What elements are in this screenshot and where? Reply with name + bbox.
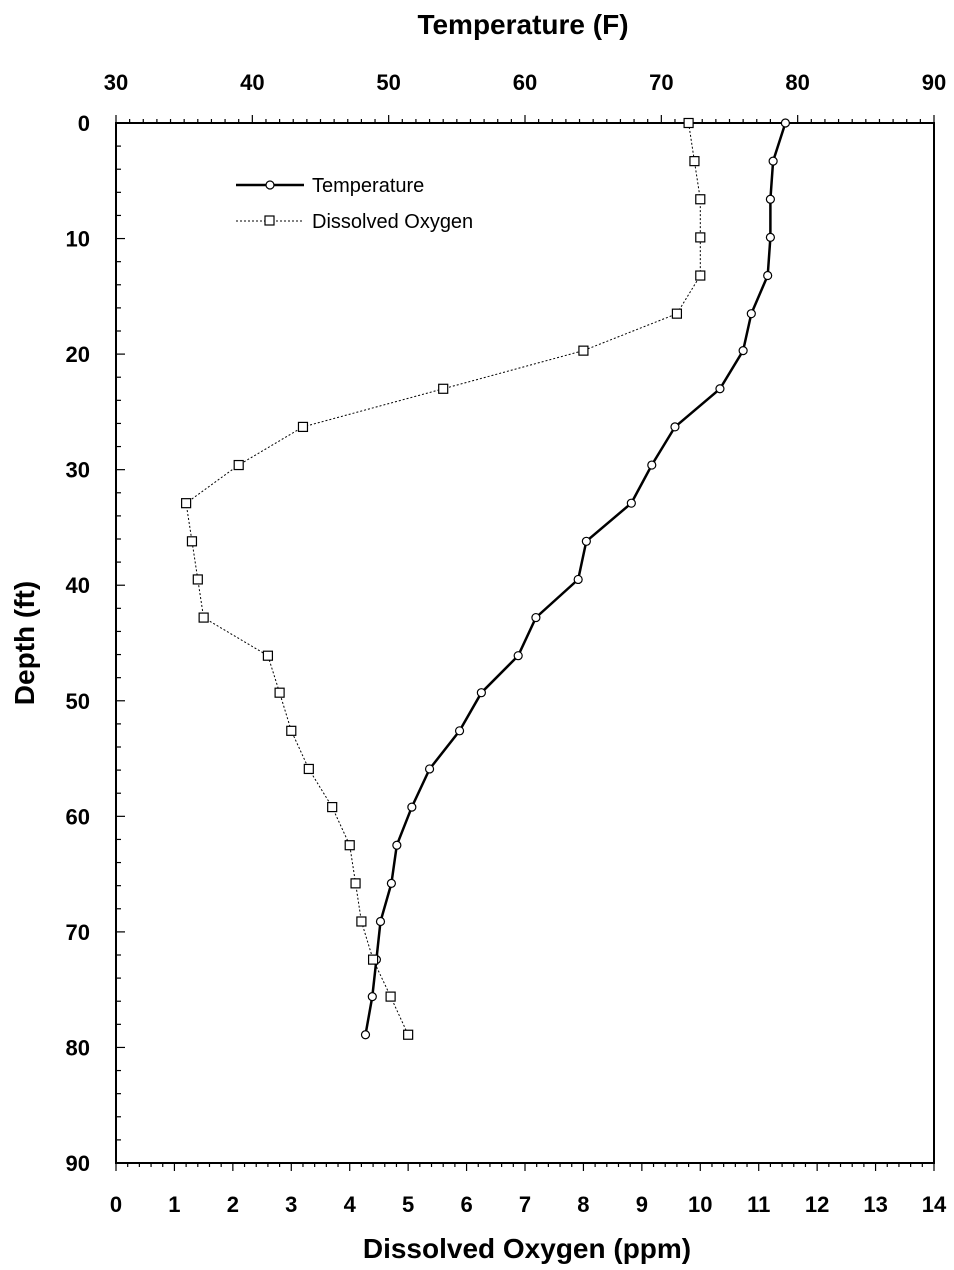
dissolved-oxygen-point: [233, 459, 244, 471]
bottom-axis-tick-label: 10: [688, 1192, 712, 1217]
dissolved-oxygen-point: [438, 383, 449, 394]
axis-ticks: [115, 115, 935, 1171]
bottom-axis-tick-label: 2: [227, 1192, 239, 1217]
legend-temperature-marker: [265, 180, 275, 190]
dissolved-oxygen-point: [286, 725, 297, 736]
temperature-point: [670, 422, 680, 432]
dissolved-oxygen-point: [683, 117, 694, 129]
temperature-point: [763, 270, 773, 281]
y-axis-tick-label: 60: [66, 804, 90, 829]
legend-oxygen-marker: [264, 215, 275, 226]
legend-temperature-label: Temperature: [312, 175, 424, 197]
temperature-point: [738, 346, 748, 356]
temperature-point: [386, 878, 396, 888]
bottom-axis-tick-label: 7: [519, 1192, 531, 1217]
y-axis-tick-label: 40: [66, 573, 90, 598]
dissolved-oxygen-series: [181, 117, 706, 1040]
dissolved-oxygen-point: [192, 574, 203, 585]
dissolved-oxygen-point: [367, 954, 379, 965]
top-axis-tick-label: 40: [240, 70, 264, 95]
temperature-point: [581, 536, 591, 546]
series-layer: [181, 117, 790, 1040]
y-axis-tick-label: 0: [78, 111, 90, 136]
dissolved-oxygen-point: [695, 232, 706, 243]
y-axis-tick-label: 80: [66, 1035, 90, 1060]
y-axis-tick-label: 30: [66, 458, 90, 483]
bottom-axis-tick-label: 6: [460, 1192, 472, 1217]
dissolved-oxygen-point: [695, 270, 706, 281]
temperature-point: [454, 726, 465, 736]
bottom-axis-tick-label: 3: [285, 1192, 297, 1217]
temperature-point: [424, 764, 435, 774]
temperature-point: [765, 194, 776, 204]
dissolved-oxygen-point: [350, 878, 361, 889]
top-axis-title: Temperature (F): [417, 9, 628, 40]
temperature-point: [360, 1030, 371, 1040]
top-axis-tick-label: 90: [922, 70, 946, 95]
y-axis-tick-label: 70: [66, 920, 90, 945]
y-axis-tick-label: 90: [66, 1151, 90, 1176]
axis-tick-labels: 30 40 50 60 70 80 900 1 2 3 4 5 6 7 8 9 10 11 12 13 14010203…: [66, 70, 947, 1217]
legend: Temperature Dissolved Oxygen: [236, 175, 473, 233]
bottom-axis-tick-label: 9: [636, 1192, 648, 1217]
dissolved-oxygen-point: [274, 687, 285, 698]
y-axis-tick-label: 20: [66, 342, 90, 367]
dissolved-oxygen-point: [403, 1029, 414, 1040]
dissolved-oxygen-point: [385, 991, 396, 1002]
dissolved-oxygen-point: [181, 498, 192, 509]
temperature-point: [746, 309, 756, 319]
bottom-axis-tick-label: 14: [922, 1192, 947, 1217]
legend-oxygen-label: Dissolved Oxygen: [312, 211, 473, 233]
dissolved-oxygen-point: [327, 801, 338, 813]
dissolved-oxygen-point: [344, 840, 355, 851]
bottom-axis-tick-label: 0: [110, 1192, 122, 1217]
temperature-point: [407, 802, 417, 812]
dissolved-oxygen-point: [262, 650, 274, 661]
y-axis-tick-label: 50: [66, 689, 90, 714]
dissolved-oxygen-point: [356, 916, 367, 927]
dissolved-oxygen-point: [689, 156, 700, 167]
top-axis-tick-label: 80: [785, 70, 809, 95]
temperature-point: [626, 498, 636, 508]
bottom-axis-tick-label: 13: [863, 1192, 887, 1217]
dissolved-oxygen-point: [297, 421, 309, 433]
bottom-axis-title: Dissolved Oxygen (ppm): [363, 1233, 691, 1264]
temperature-point: [367, 991, 377, 1002]
temperature-point: [765, 232, 776, 242]
dissolved-oxygen-point: [671, 308, 683, 319]
temperature-series: [360, 118, 790, 1040]
dissolved-oxygen-point: [578, 345, 589, 356]
temperature-point: [513, 651, 523, 661]
y-axis-tick-label: 10: [66, 227, 90, 252]
temperature-point: [715, 384, 725, 394]
temperature-point: [476, 688, 486, 698]
bottom-axis-tick-label: 4: [344, 1192, 357, 1217]
temperature-point: [375, 916, 386, 927]
temperature-point: [647, 460, 657, 470]
dissolved-oxygen-line: [185, 122, 701, 1035]
temperature-point: [768, 156, 778, 166]
temperature-point: [573, 574, 583, 585]
dissolved-oxygen-point: [198, 612, 209, 623]
bottom-axis-tick-label: 11: [747, 1192, 770, 1217]
top-axis-tick-label: 70: [649, 70, 673, 95]
dissolved-oxygen-point: [695, 194, 706, 205]
top-axis-tick-label: 30: [104, 70, 128, 95]
top-axis-tick-label: 50: [376, 70, 400, 95]
temperature-point: [780, 118, 790, 128]
y-axis-title: Depth (ft): [9, 581, 40, 705]
dissolved-oxygen-point: [303, 763, 314, 775]
bottom-axis-tick-label: 8: [577, 1192, 589, 1217]
top-axis-tick-label: 60: [513, 70, 537, 95]
bottom-axis-tick-label: 1: [168, 1192, 180, 1217]
temperature-point: [531, 612, 541, 623]
bottom-axis-tick-label: 5: [402, 1192, 414, 1217]
bottom-axis-tick-label: 12: [805, 1192, 829, 1217]
dissolved-oxygen-point: [186, 536, 198, 547]
temperature-point: [392, 840, 402, 850]
